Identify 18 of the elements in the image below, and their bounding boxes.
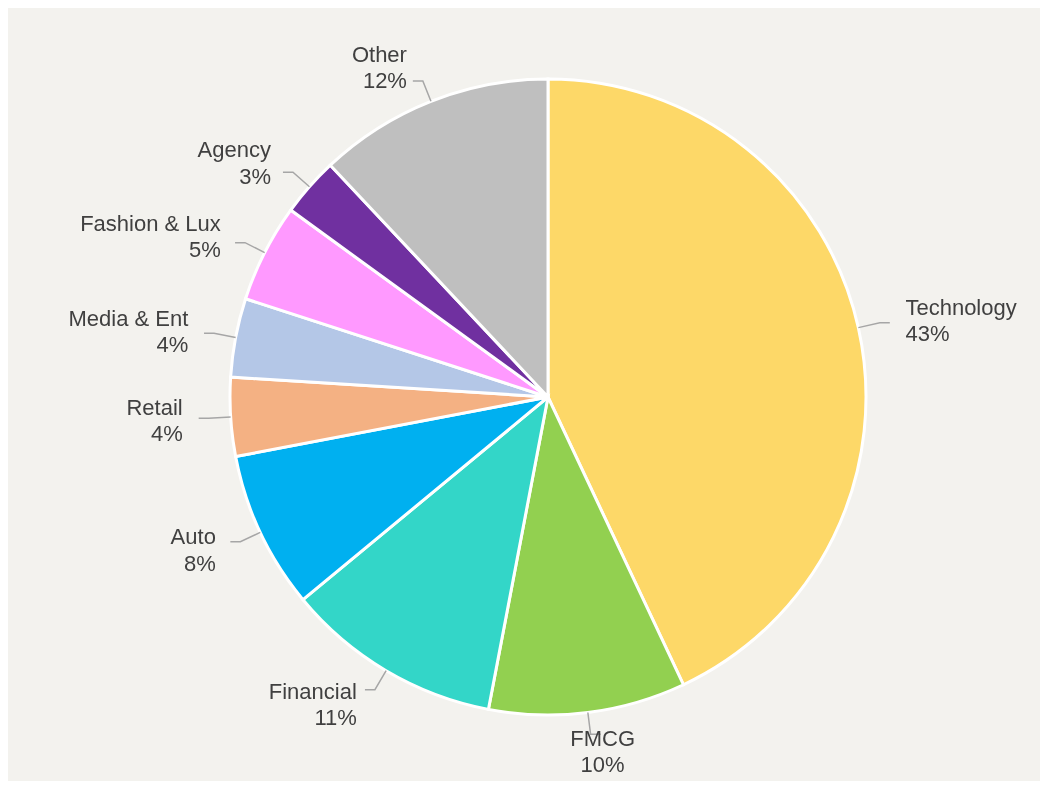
data-label: 8% [184, 550, 216, 576]
data-label: 3% [239, 163, 271, 189]
data-label: 4% [150, 421, 183, 447]
slice-label: Technology [905, 294, 1017, 320]
slice-label: FMCG [570, 725, 635, 751]
slice-label: Fashion & Lux [80, 210, 221, 236]
data-label: 5% [189, 237, 221, 263]
slice-label: Financial [268, 679, 357, 705]
data-label: 12% [362, 68, 407, 93]
data-label: 10% [580, 752, 625, 778]
data-label: 11% [314, 705, 357, 731]
data-label: 43% [905, 321, 950, 347]
slice-label: Retail [126, 394, 183, 420]
slice-label: Auto [170, 524, 216, 550]
slice-label: Agency [197, 137, 271, 163]
data-label: 4% [156, 332, 189, 358]
slice-label: Media & Ent [68, 305, 189, 331]
slice-label: Other [351, 41, 407, 67]
